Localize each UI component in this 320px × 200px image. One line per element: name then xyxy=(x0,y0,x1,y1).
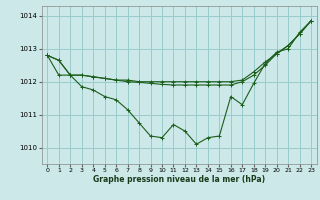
X-axis label: Graphe pression niveau de la mer (hPa): Graphe pression niveau de la mer (hPa) xyxy=(93,175,265,184)
